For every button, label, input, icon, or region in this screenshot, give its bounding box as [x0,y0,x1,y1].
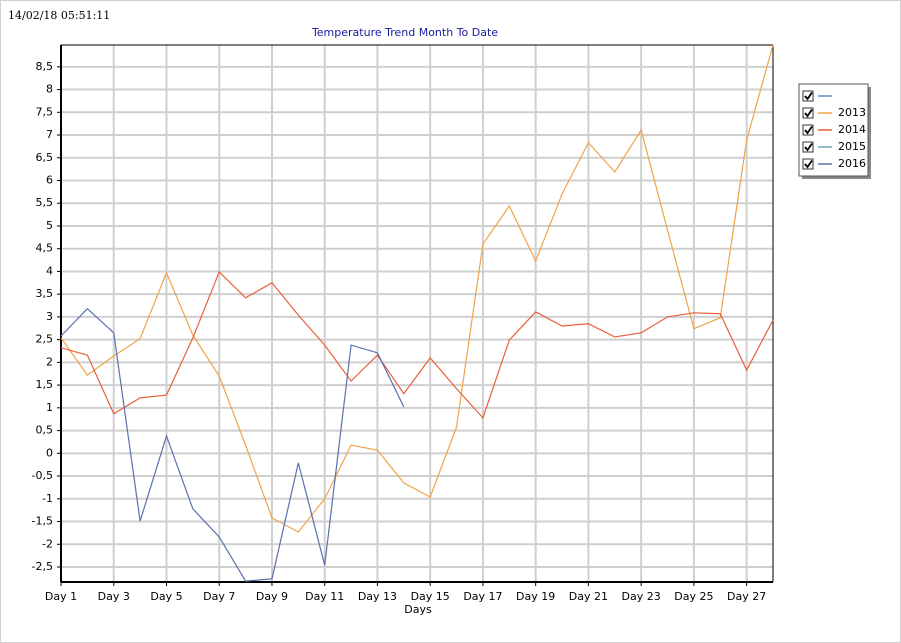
x-tick-label: Day 23 [622,590,661,603]
legend-label: 2014 [838,123,866,136]
y-tick-label: 5,5 [36,196,54,209]
x-tick-label: Day 5 [150,590,182,603]
legend-checkbox [802,90,814,102]
x-tick-label: Day 3 [98,590,130,603]
legend-check [804,142,813,152]
y-tick-label: 2,5 [36,333,54,346]
y-tick-label: 1 [46,401,53,414]
y-tick-label: -2,5 [32,560,53,573]
y-tick-label: 2 [46,355,53,368]
y-tick-label: 7 [46,128,53,141]
x-tick-label: Day 13 [358,590,397,603]
legend-label: 2013 [838,106,866,119]
x-tick-label: Day 7 [203,590,235,603]
y-tick-label: 0,5 [36,424,54,437]
y-tick-label: 8 [46,83,53,96]
legend-checkbox [802,158,814,170]
x-tick-label: Day 11 [305,590,344,603]
y-tick-label: 3 [46,310,53,323]
x-tick-label: Day 17 [463,590,502,603]
legend-checkbox [802,107,814,119]
y-tick-label: 1,5 [36,378,54,391]
x-tick-label: Day 15 [411,590,450,603]
y-tick-label: -2 [42,537,53,550]
x-tick-label: Day 27 [727,590,766,603]
y-tick-label: -1 [42,492,53,505]
series-line [60,44,774,533]
y-tick-label: 8,5 [36,60,54,73]
legend-check [804,108,813,118]
chart-title: Temperature Trend Month To Date [311,26,498,39]
x-tick-label: Day 1 [45,590,77,603]
y-tick-label: 4,5 [36,242,54,255]
legend-check [804,159,813,169]
legend-checkbox [802,124,814,136]
legend-checkbox [802,141,814,153]
y-tick-label: 3,5 [36,287,54,300]
y-tick-label: -0,5 [32,469,53,482]
legend-check [804,125,813,135]
y-tick-label: 5 [46,219,53,232]
series-line [60,307,405,582]
timestamp: 14/02/18 05:51:11 [8,9,110,22]
series-line [60,270,774,420]
y-tick-label: 7,5 [36,105,54,118]
x-tick-label: Day 25 [674,590,713,603]
legend-check [804,91,813,101]
x-tick-label: Day 21 [569,590,608,603]
legend-label: 2015 [838,140,866,153]
y-tick-label: -1,5 [32,515,53,528]
y-tick-label: 6,5 [36,151,54,164]
plot-area [61,45,773,582]
x-tick-label: Day 9 [256,590,288,603]
x-tick-label: Day 19 [516,590,555,603]
y-tick-label: 0 [46,446,53,459]
y-tick-label: 4 [46,264,53,277]
x-axis-label: Days [404,603,432,616]
y-tick-label: 6 [46,174,53,187]
legend-label: 2016 [838,157,866,170]
